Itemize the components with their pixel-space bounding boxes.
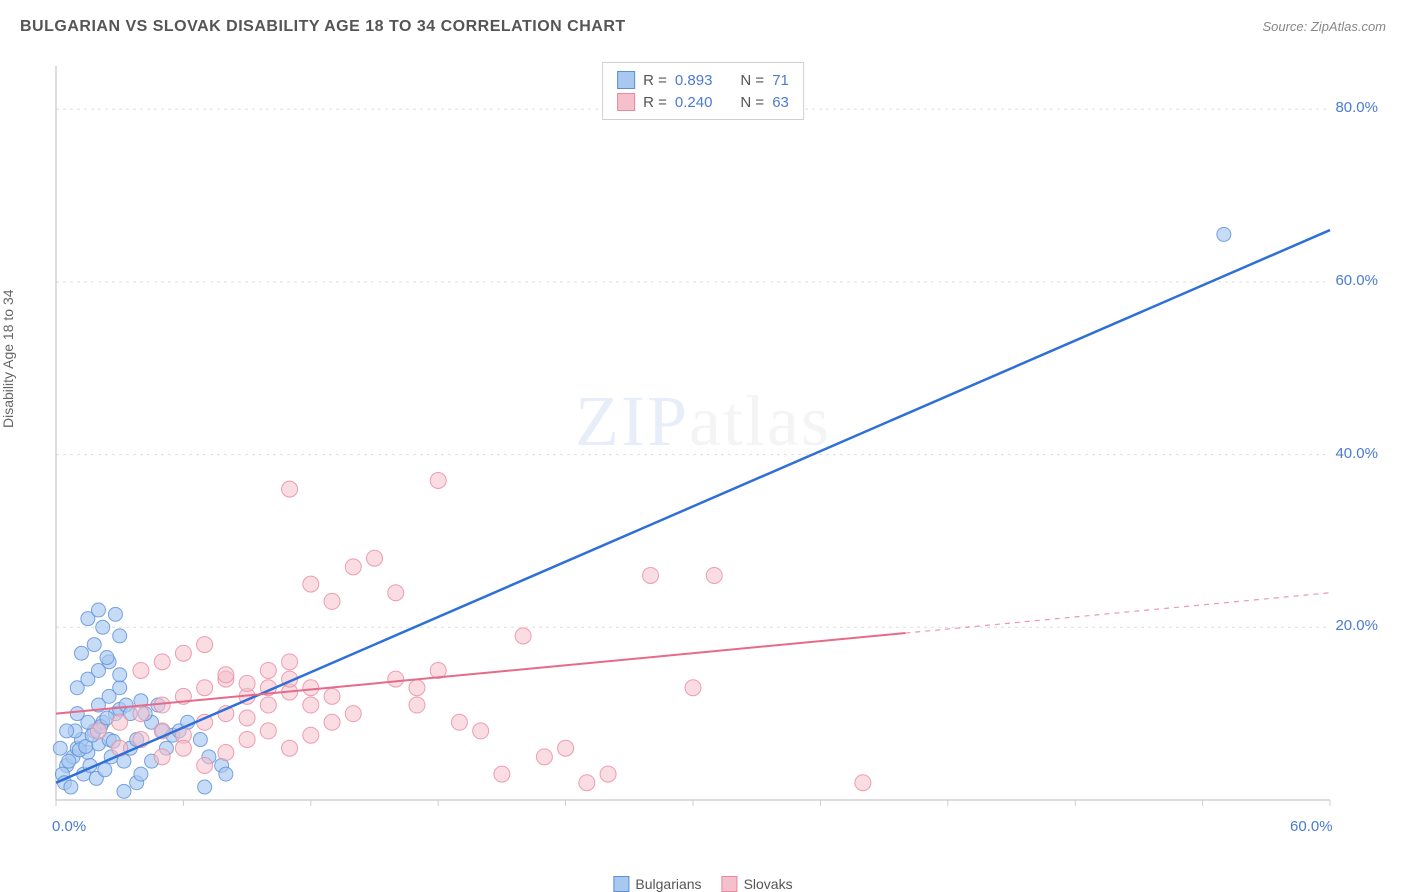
stat-r-label: R = bbox=[643, 72, 667, 89]
stat-n-value: 71 bbox=[772, 72, 789, 89]
legend-item: Slovaks bbox=[722, 876, 793, 892]
bottom-legend: Bulgarians Slovaks bbox=[613, 876, 792, 892]
stats-legend-row: R = 0.240 N = 63 bbox=[617, 91, 789, 113]
y-tick-label: 20.0% bbox=[1335, 617, 1378, 634]
legend-item: Bulgarians bbox=[613, 876, 701, 892]
chart-svg bbox=[50, 60, 1370, 830]
stat-r-label: R = bbox=[643, 94, 667, 111]
legend-swatch bbox=[617, 71, 635, 89]
stat-r-value: 0.240 bbox=[675, 94, 713, 111]
chart-title: BULGARIAN VS SLOVAK DISABILITY AGE 18 TO… bbox=[20, 18, 626, 36]
legend-label: Slovaks bbox=[744, 876, 793, 892]
y-tick-label: 60.0% bbox=[1335, 272, 1378, 289]
x-tick-label: 60.0% bbox=[1290, 818, 1333, 835]
legend-swatch bbox=[613, 876, 629, 892]
x-tick-label: 0.0% bbox=[52, 818, 86, 835]
legend-label: Bulgarians bbox=[635, 876, 701, 892]
stat-n-label: N = bbox=[740, 72, 764, 89]
y-tick-label: 80.0% bbox=[1335, 99, 1378, 116]
chart-header: BULGARIAN VS SLOVAK DISABILITY AGE 18 TO… bbox=[20, 18, 1386, 36]
stat-n-value: 63 bbox=[772, 94, 789, 111]
y-axis-label: Disability Age 18 to 34 bbox=[0, 289, 16, 428]
chart-plot-area bbox=[50, 60, 1370, 830]
legend-swatch bbox=[617, 93, 635, 111]
source-attribution: Source: ZipAtlas.com bbox=[1262, 19, 1386, 34]
stats-legend: R = 0.893 N = 71 R = 0.240 N = 63 bbox=[602, 62, 804, 120]
stat-n-label: N = bbox=[740, 94, 764, 111]
stat-r-value: 0.893 bbox=[675, 72, 713, 89]
y-tick-label: 40.0% bbox=[1335, 445, 1378, 462]
legend-swatch bbox=[722, 876, 738, 892]
stats-legend-row: R = 0.893 N = 71 bbox=[617, 69, 789, 91]
